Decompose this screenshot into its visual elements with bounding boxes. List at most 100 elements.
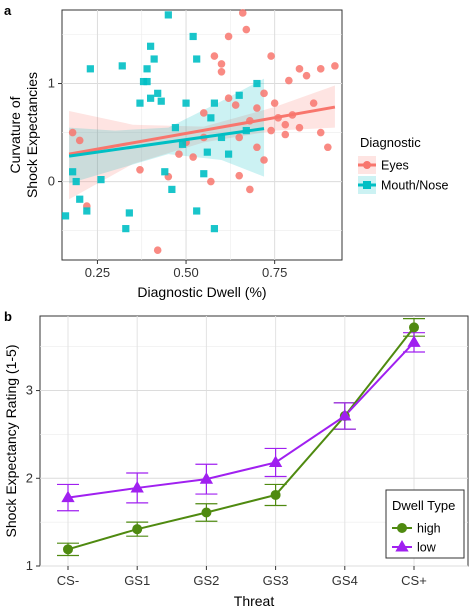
data-point-mouth-nose — [72, 177, 80, 186]
data-point-mouth-nose — [207, 114, 215, 122]
panel-b-x-tick-label: GS2 — [193, 573, 219, 588]
data-point-eyes — [175, 150, 183, 158]
data-point-eyes — [210, 52, 219, 60]
data-point-eyes — [217, 60, 226, 68]
data-point-low — [338, 409, 352, 421]
data-point-mouth-nose — [161, 168, 169, 176]
data-point-mouth-nose — [147, 94, 155, 102]
data-point-mouth-nose — [143, 65, 151, 73]
panel-b-x-tick-label: GS3 — [263, 573, 289, 588]
data-point-mouth-nose — [122, 225, 130, 233]
data-point-mouth-nose — [125, 209, 133, 217]
data-point-mouth-nose — [189, 32, 197, 41]
data-point-eyes — [302, 71, 311, 80]
data-point-eyes — [235, 171, 244, 180]
fit-line-eyes — [68, 105, 336, 156]
data-point-mouth-nose — [143, 77, 151, 86]
data-point-eyes — [285, 76, 293, 85]
data-point-eyes — [260, 156, 268, 164]
panel-a-x-axis-title: Diagnostic Dwell (%) — [137, 284, 266, 300]
data-point-mouth-nose — [210, 99, 219, 107]
panel-b-points — [61, 322, 421, 555]
panel-a-fit-lines — [68, 105, 336, 158]
series-line-high — [67, 326, 415, 551]
panel-b-legend-title: Dwell Type — [392, 498, 455, 513]
panel-b-x-tick-label: GS1 — [124, 573, 150, 588]
data-point-mouth-nose — [157, 97, 165, 105]
data-point-eyes — [324, 143, 332, 152]
panel-b-lines — [67, 326, 415, 551]
data-point-eyes — [270, 99, 279, 107]
panel-a-points — [61, 9, 339, 254]
panel-a-label: a — [4, 3, 12, 18]
data-point-low — [130, 480, 144, 493]
data-point-mouth-nose — [171, 124, 180, 132]
panel-a-x-tick-label: 0.50 — [173, 265, 198, 280]
data-point-mouth-nose — [253, 79, 261, 88]
data-point-eyes — [199, 109, 208, 117]
data-point-high — [270, 489, 281, 500]
panel-a-x-tick-label: 0.25 — [85, 265, 110, 280]
legend-label-eyes: Eyes — [381, 159, 409, 173]
data-point-mouth-nose — [200, 170, 208, 178]
data-point-eyes — [246, 185, 254, 194]
panel-a-y-axis-title-line2: Shock Expectancies — [24, 72, 40, 198]
data-point-mouth-nose — [118, 62, 126, 70]
data-point-mouth-nose — [164, 11, 172, 19]
panel-b-y-axis-title: Shock Expectancy Rating (1-5) — [3, 345, 19, 538]
legend-key-marker-mouth-nose — [363, 181, 371, 189]
data-point-eyes — [224, 32, 233, 41]
data-point-mouth-nose — [136, 99, 144, 107]
data-point-mouth-nose — [97, 176, 105, 184]
data-point-low — [199, 472, 214, 484]
data-point-eyes — [238, 9, 247, 17]
panel-b-error-bars — [57, 318, 425, 557]
legend-key-marker-low — [395, 540, 409, 552]
data-point-low — [61, 490, 75, 503]
panel-b-legend: Dwell Type high low — [385, 489, 465, 559]
data-point-mouth-nose — [203, 148, 211, 156]
series-line-low — [67, 341, 415, 499]
data-point-eyes — [217, 67, 226, 76]
data-point-low — [268, 455, 283, 468]
data-point-mouth-nose — [178, 140, 187, 148]
data-point-eyes — [316, 128, 325, 137]
data-point-eyes — [231, 101, 240, 109]
panel-a-y-axis-title-line1: Curvature of — [7, 96, 23, 173]
data-point-eyes — [267, 52, 275, 60]
data-point-mouth-nose — [182, 99, 190, 107]
data-point-mouth-nose — [61, 212, 70, 220]
legend-label-high: high — [417, 522, 441, 536]
data-point-eyes — [316, 65, 325, 73]
data-point-mouth-nose — [150, 55, 158, 63]
panel-a-x-tick-label: 0.75 — [262, 265, 287, 280]
data-point-eyes — [331, 62, 339, 70]
panel-a-grid — [62, 10, 342, 260]
data-point-mouth-nose — [76, 195, 84, 203]
legend-key-marker-eyes — [363, 161, 371, 169]
data-point-mouth-nose — [69, 168, 77, 176]
data-point-eyes — [153, 246, 162, 254]
data-point-eyes — [253, 104, 261, 112]
confidence-band-eyes — [69, 85, 335, 200]
data-point-mouth-nose — [154, 89, 162, 97]
panel-b-x-tick-label: GS4 — [332, 573, 358, 588]
legend-key-marker-high — [397, 523, 407, 533]
data-point-low — [407, 335, 421, 347]
data-point-mouth-nose — [224, 150, 233, 158]
data-point-mouth-nose — [86, 65, 94, 73]
panel-b: CS- GS1 GS2 GS3 GS4 CS+ 1 2 3 Threat Shock Expec… — [3, 315, 469, 609]
data-point-mouth-nose — [193, 55, 201, 63]
data-point-high — [409, 322, 419, 333]
data-point-eyes — [242, 25, 251, 34]
data-point-eyes — [260, 89, 268, 98]
legend-label-low: low — [417, 541, 437, 555]
panel-b-y-tick-label: 3 — [26, 383, 33, 398]
data-point-high — [63, 544, 73, 555]
panel-a: 0.25 0.50 0.75 0 1 Diagnostic Dwell (%) Curv… — [7, 9, 448, 300]
data-point-eyes — [281, 120, 290, 129]
data-point-mouth-nose — [147, 42, 155, 50]
data-point-eyes — [281, 130, 290, 139]
panel-a-ticks: 0.25 0.50 0.75 0 1 — [48, 76, 288, 280]
